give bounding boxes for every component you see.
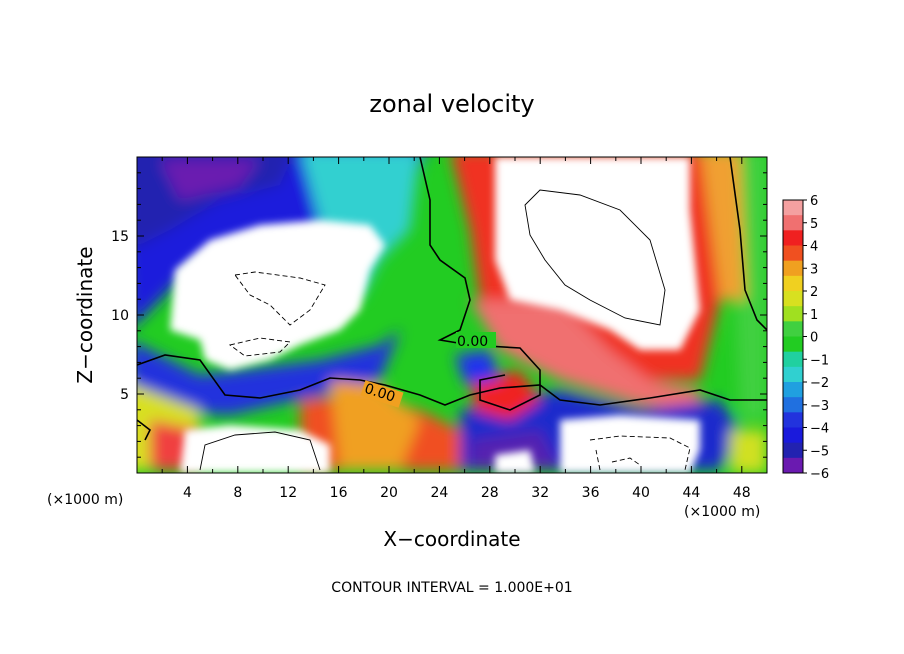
colorbar-swatch — [783, 457, 803, 474]
colorbar-swatch — [783, 275, 803, 292]
colorbar-swatch — [783, 336, 803, 353]
colorbar-swatch — [783, 230, 803, 246]
contour-interval-note: CONTOUR INTERVAL = 1.000E+01 — [331, 580, 572, 596]
y-tick-label: 15 — [111, 229, 129, 245]
x-axis: 4 8 12 16 20 24 28 32 36 40 44 48 — [161, 157, 751, 501]
x-tick-label: 32 — [531, 485, 549, 501]
colorbar-swatch — [783, 442, 803, 459]
colorbar-swatch — [783, 427, 803, 444]
colorbar-swatch — [783, 382, 803, 398]
colorbar-label: −3 — [810, 399, 829, 414]
x-tick-label: 40 — [632, 485, 650, 501]
colorbar-swatch — [783, 245, 803, 262]
y-axis-label: Z−coordinate — [73, 246, 97, 383]
colorbar-swatch — [783, 366, 803, 383]
x-axis-label: X−coordinate — [383, 527, 520, 551]
colorbar-label: −6 — [810, 467, 829, 482]
colorbar-swatch — [783, 260, 803, 277]
colorbar-label: −2 — [810, 376, 829, 391]
x-tick-label: 12 — [279, 485, 297, 501]
colorbar-label: 5 — [810, 217, 818, 232]
x-tick-label: 4 — [183, 485, 192, 501]
y-axis: 5 10 15 — [111, 172, 767, 458]
colorbar-label: 0 — [810, 331, 818, 346]
x-tick-label: 16 — [330, 485, 348, 501]
colorbar-label: −5 — [810, 444, 829, 459]
field — [137, 157, 767, 473]
colorbar: 6 5 4 3 2 1 0 −1 −2 −3 −4 −5 −6 — [782, 194, 829, 482]
x-tick-label: 44 — [682, 485, 700, 501]
y-tick-label: 5 — [120, 387, 129, 403]
colorbar-swatch — [783, 306, 803, 322]
x-tick-label: 48 — [733, 485, 751, 501]
colorbar-label: 4 — [810, 240, 818, 255]
chart-title: zonal velocity — [369, 90, 534, 118]
colorbar-swatch — [783, 351, 803, 368]
x-tick-label: 24 — [430, 485, 448, 501]
x-unit-right: (×1000 m) — [684, 504, 760, 520]
colorbar-label: 1 — [810, 308, 818, 323]
colorbar-swatch — [783, 321, 803, 337]
x-tick-label: 28 — [481, 485, 499, 501]
colorbar-swatch — [783, 200, 803, 216]
colorbar-label: 2 — [810, 285, 818, 300]
colorbar-swatch — [783, 291, 803, 307]
colorbar-label: −4 — [810, 422, 829, 437]
colorbar-label: 3 — [810, 262, 818, 277]
colorbar-swatch — [783, 397, 803, 413]
x-tick-label: 36 — [582, 485, 600, 501]
colorbar-swatch — [783, 215, 803, 231]
y-tick-label: 10 — [111, 308, 129, 324]
x-unit-left: (×1000 m) — [47, 492, 123, 508]
x-tick-label: 8 — [233, 485, 242, 501]
colorbar-label: 6 — [810, 194, 818, 209]
x-tick-label: 20 — [380, 485, 398, 501]
colorbar-swatch — [783, 412, 803, 428]
colorbar-label: −1 — [810, 353, 829, 368]
contour-label: 0.00 — [457, 334, 488, 350]
